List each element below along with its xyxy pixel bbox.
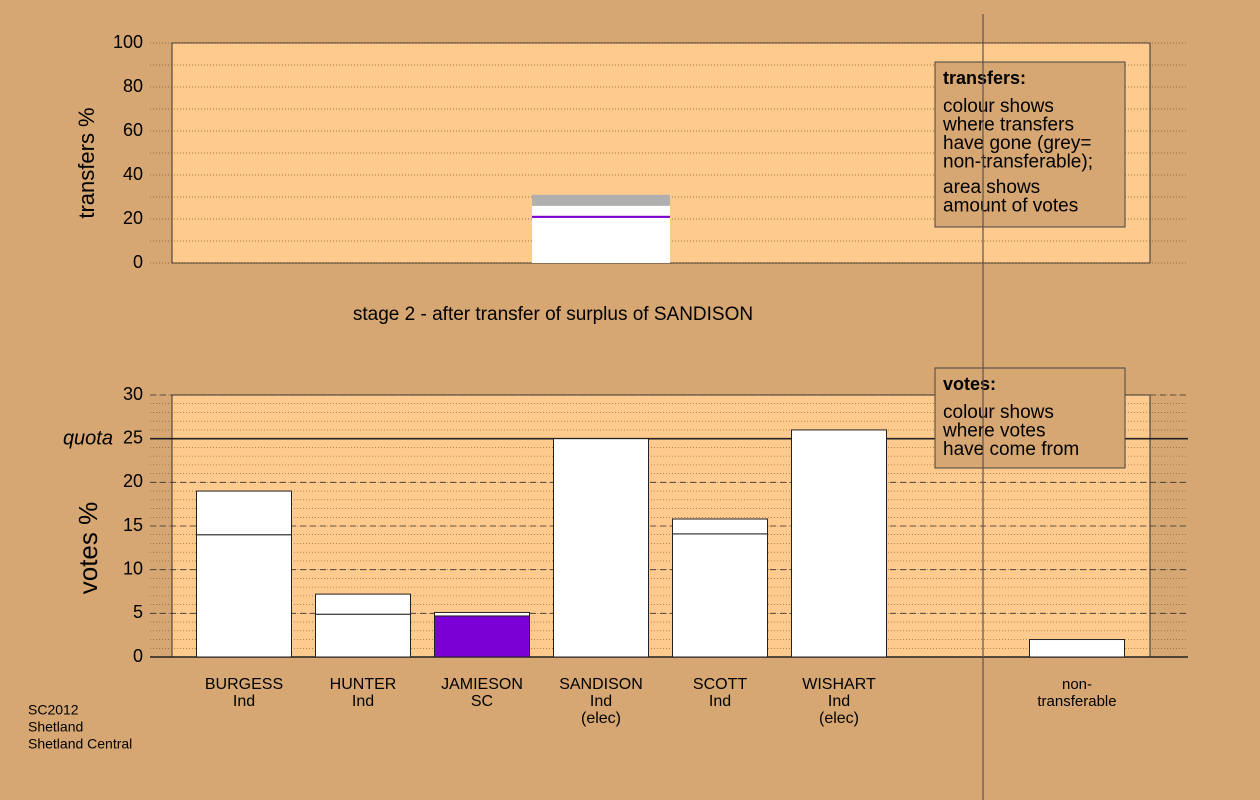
y-tick-label: 5 — [133, 602, 143, 622]
bar — [315, 613, 411, 658]
x-tick-label: JAMIESON — [441, 676, 523, 693]
bar — [434, 615, 530, 658]
annotation-text: have come from — [943, 439, 1079, 460]
bar — [791, 429, 887, 658]
x-tick-label: Ind — [828, 693, 850, 710]
y-tick-label: 40 — [123, 164, 143, 184]
bar — [1029, 639, 1125, 658]
footer: Shetland — [28, 719, 83, 735]
annotation-text: have gone (grey= — [943, 133, 1091, 154]
bar — [672, 518, 768, 535]
x-tick-label: transferable — [1037, 693, 1116, 710]
y-axis-label: votes % — [73, 502, 103, 595]
y-tick-label: 30 — [123, 384, 143, 404]
x-tick-label: (elec) — [581, 710, 621, 727]
stage-title: stage 2 - after transfer of surplus of S… — [353, 304, 753, 325]
bar — [434, 611, 530, 617]
y-tick-label: 15 — [123, 515, 143, 535]
x-tick-label: BURGESS — [205, 676, 283, 693]
x-tick-label: Ind — [233, 693, 255, 710]
annotation-title: votes: — [943, 374, 996, 394]
bar — [196, 534, 292, 658]
y-tick-label: 25 — [123, 427, 143, 447]
annotation-box — [934, 61, 1126, 228]
x-tick-label: HUNTER — [330, 676, 397, 693]
annotation-text: amount of votes — [943, 196, 1078, 217]
x-tick-label: WISHART — [802, 676, 876, 693]
y-tick-label: 60 — [123, 120, 143, 140]
annotation-text: area shows — [943, 177, 1040, 198]
transfer-segment — [532, 194, 670, 206]
y-tick-label: 0 — [133, 646, 143, 666]
annotation-box — [934, 367, 1126, 469]
y-tick-label: 10 — [123, 558, 143, 578]
annotation-title: transfers: — [943, 68, 1026, 88]
y-axis-label: transfers % — [74, 107, 99, 218]
x-tick-label: Ind — [352, 693, 374, 710]
footer: SC2012 — [28, 702, 79, 718]
x-tick-label: non- — [1062, 676, 1092, 693]
annotation-text: colour shows — [943, 402, 1054, 423]
annotation-text: where transfers — [942, 115, 1074, 136]
annotation-text: where votes — [942, 421, 1045, 442]
y-tick-label: 20 — [123, 208, 143, 228]
y-tick-label: 100 — [113, 32, 143, 52]
x-tick-label: Ind — [709, 693, 731, 710]
x-tick-label: Ind — [590, 693, 612, 710]
quota-label: quota — [63, 427, 113, 449]
x-tick-label: SC — [471, 693, 493, 710]
x-tick-label: SCOTT — [693, 676, 747, 693]
footer: Shetland Central — [28, 736, 132, 752]
x-tick-label: SANDISON — [559, 676, 643, 693]
annotation-text: non-transferable); — [943, 152, 1093, 173]
transfer-segment — [532, 217, 670, 263]
y-tick-label: 80 — [123, 76, 143, 96]
bar — [672, 533, 768, 658]
annotation-text: colour shows — [943, 96, 1054, 117]
transfer-segment — [532, 205, 670, 216]
transfer-segment — [532, 215, 670, 218]
bar — [315, 593, 411, 615]
y-tick-label: 0 — [133, 252, 143, 272]
x-tick-label: (elec) — [819, 710, 859, 727]
bar — [553, 438, 649, 658]
bar — [196, 490, 292, 536]
y-tick-label: 20 — [123, 471, 143, 491]
